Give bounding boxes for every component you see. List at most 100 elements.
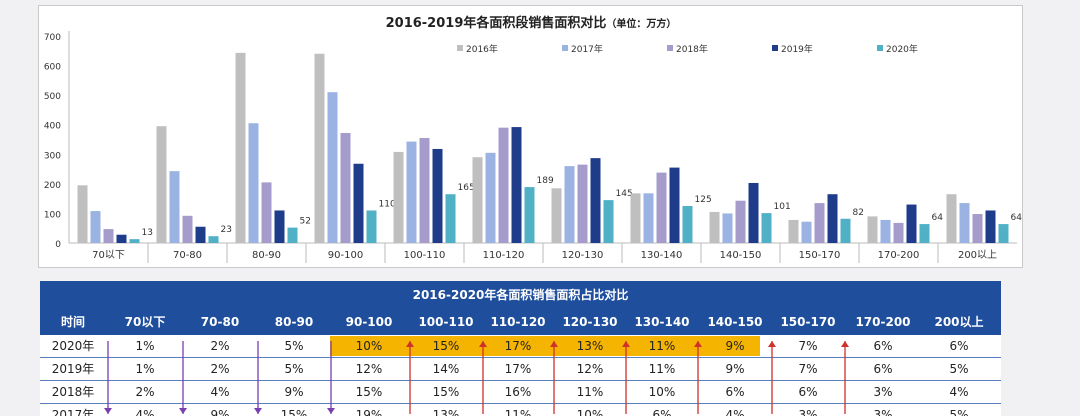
bar	[603, 200, 614, 243]
table-cell: 12%	[355, 362, 383, 376]
bar	[998, 224, 1009, 243]
table-cell: 5%	[284, 339, 304, 353]
bar	[419, 138, 430, 243]
data-label: 13	[142, 228, 153, 238]
bar	[445, 194, 456, 243]
bar	[669, 167, 680, 243]
bar-chart: 2016-2019年各面积段销售面积对比（单位：万方） 0 100 200 300 400…	[44, 15, 1022, 263]
table-cell: 19%	[355, 408, 383, 416]
data-label: 165	[458, 183, 475, 193]
table-cell: 6%	[949, 339, 969, 353]
bar	[169, 171, 180, 243]
bar	[353, 163, 364, 243]
x-tick-label: 130-140	[641, 250, 683, 261]
bar	[393, 151, 404, 243]
chart-title: 2016-2019年各面积段销售面积对比（单位：万方）	[386, 15, 677, 31]
legend-swatch	[877, 45, 883, 51]
table-cell: 5%	[284, 362, 304, 376]
x-tick-label: 150-170	[799, 250, 841, 261]
table-cell: 2%	[210, 362, 230, 376]
data-label: 23	[221, 225, 232, 235]
bar	[116, 234, 127, 243]
table-cell: 12%	[576, 362, 604, 376]
bar	[485, 152, 496, 243]
table-cell: 3%	[873, 385, 893, 399]
legend-swatch	[457, 45, 463, 51]
bar	[406, 141, 417, 243]
table-header-cell: 170-200	[855, 315, 911, 329]
table-header-cell: 100-110	[418, 315, 474, 329]
table-cell: 15%	[432, 339, 460, 353]
bar	[208, 236, 219, 243]
table-cell: 7%	[798, 362, 818, 376]
bar	[867, 216, 878, 243]
bar	[551, 188, 562, 243]
table-cell: 6%	[652, 408, 672, 416]
table-row: 2019年 1% 2% 5% 12% 14% 17% 12% 11% 9% 7% 6% 5%	[40, 358, 1001, 381]
table-cell: 3%	[798, 408, 818, 416]
highlight-band	[330, 336, 760, 356]
x-tick-label: 80-90	[252, 250, 281, 261]
bar	[511, 127, 522, 243]
table-header: 时间 70以下 70-80 80-90 90-100 100-110 110-120 120-…	[40, 309, 1001, 335]
y-tick-label: 700	[44, 33, 61, 43]
x-tick-label: 120-130	[562, 250, 604, 261]
table-title: 2016-2020年各面积销售面积占比对比	[40, 281, 1001, 309]
x-tick-label: 200以上	[958, 249, 997, 261]
bar	[340, 132, 351, 243]
table-cell: 4%	[135, 408, 155, 416]
bar	[248, 123, 259, 243]
y-tick-label: 0	[55, 240, 61, 250]
bar	[274, 210, 285, 243]
table-cell: 1%	[135, 339, 155, 353]
bar	[129, 239, 140, 243]
x-tick-label: 110-120	[483, 250, 525, 261]
bar	[893, 222, 904, 243]
table-cell: 11%	[576, 385, 604, 399]
bar	[630, 193, 641, 243]
table-cell: 7%	[798, 339, 818, 353]
table-cell: 15%	[432, 385, 460, 399]
table-header-cell: 90-100	[345, 315, 393, 329]
table-cell: 5%	[949, 362, 969, 376]
table-cell: 2019年	[51, 362, 95, 376]
bar	[577, 164, 588, 243]
x-tick-label: 90-100	[328, 250, 363, 261]
table-cell: 2%	[210, 339, 230, 353]
table-header-cell: 120-130	[562, 315, 618, 329]
bar	[814, 203, 825, 243]
bar	[972, 214, 983, 243]
table-cell: 9%	[284, 385, 304, 399]
table-cell: 15%	[355, 385, 383, 399]
data-label: 145	[616, 189, 633, 199]
bar	[327, 92, 338, 243]
table-cell: 17%	[504, 362, 532, 376]
bar	[287, 227, 298, 243]
bar	[643, 193, 654, 243]
x-tick-label: 140-150	[720, 250, 762, 261]
y-tick-label: 100	[44, 210, 61, 220]
bar	[524, 187, 535, 243]
table-header-cell: 130-140	[634, 315, 690, 329]
bar	[314, 53, 325, 243]
table-cell: 13%	[576, 339, 604, 353]
table-cell: 6%	[725, 385, 745, 399]
bar	[498, 127, 509, 243]
bar	[959, 203, 970, 243]
bar	[919, 224, 930, 243]
legend-swatch	[562, 45, 568, 51]
legend-swatch	[667, 45, 673, 51]
data-label: 64	[932, 213, 944, 223]
y-tick-label: 400	[44, 122, 61, 132]
bar-chart-panel: 2016-2019年各面积段销售面积对比（单位：万方） 0 100 200 300 400…	[38, 5, 1023, 268]
legend-label: 2019年	[781, 43, 813, 55]
table-header-cell: 140-150	[707, 315, 763, 329]
table-cell: 4%	[210, 385, 230, 399]
bar	[77, 185, 88, 243]
bar	[761, 213, 772, 243]
percentage-table: 2016-2020年各面积销售面积占比对比 时间 70以下 70-80 80-90 90…	[40, 281, 1001, 416]
bar	[906, 204, 917, 243]
table-cell: 9%	[725, 362, 745, 376]
legend-label: 2016年	[466, 43, 498, 55]
table-cell: 1%	[135, 362, 155, 376]
